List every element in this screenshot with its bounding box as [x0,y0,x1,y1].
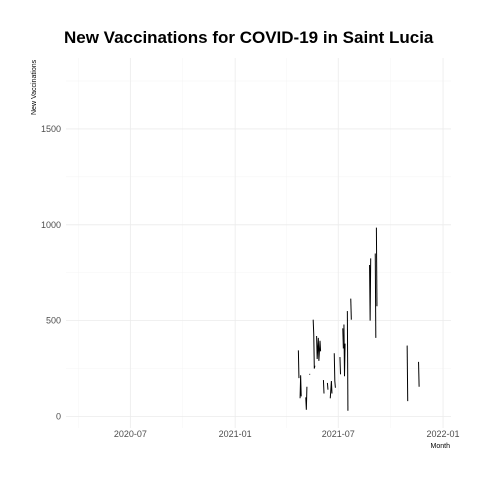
x-tick-label: 2021-07 [322,429,355,439]
series-line-segment [374,253,377,338]
y-axis-title: New Vaccinations [31,59,38,115]
y-tick-label: 1000 [41,220,61,230]
series-line-segment [342,328,344,349]
series-line-group [297,227,420,411]
y-tick-label: 500 [46,316,61,326]
y-tick-label: 0 [56,411,61,421]
y-tick-label: 1500 [41,124,61,134]
series-line-segment [406,345,409,402]
series-line-segment [316,335,322,361]
x-tick-label: 2022-01 [427,429,460,439]
series-line-segment [333,353,336,388]
major-gridlines [66,58,451,428]
chart-title: New Vaccinations for COVID-19 in Saint L… [64,28,434,47]
series-line-segment [322,380,325,394]
series-line-segment [297,350,300,379]
series-line-segment [346,311,349,411]
series-line-segment [339,357,342,375]
x-tick-label: 2021-01 [219,429,252,439]
series-line-segment [329,380,333,399]
y-axis-tick-labels: 0 500 1000 1500 [41,124,61,422]
series-line-segment [299,375,302,399]
series-line-segment [305,386,308,410]
series-line-segment [375,227,378,307]
minor-gridlines [66,58,451,428]
series-line-segment [312,319,316,369]
series-line-segment [350,298,352,320]
series-line-segment [326,382,329,390]
series-line-segment [343,324,346,377]
x-axis-tick-labels: 2020-07 2021-01 2021-07 2022-01 [114,429,460,439]
series-line-segment [369,258,372,321]
x-tick-label: 2020-07 [114,429,147,439]
x-axis-title: Month [431,443,451,450]
series-line-segment [418,361,420,387]
